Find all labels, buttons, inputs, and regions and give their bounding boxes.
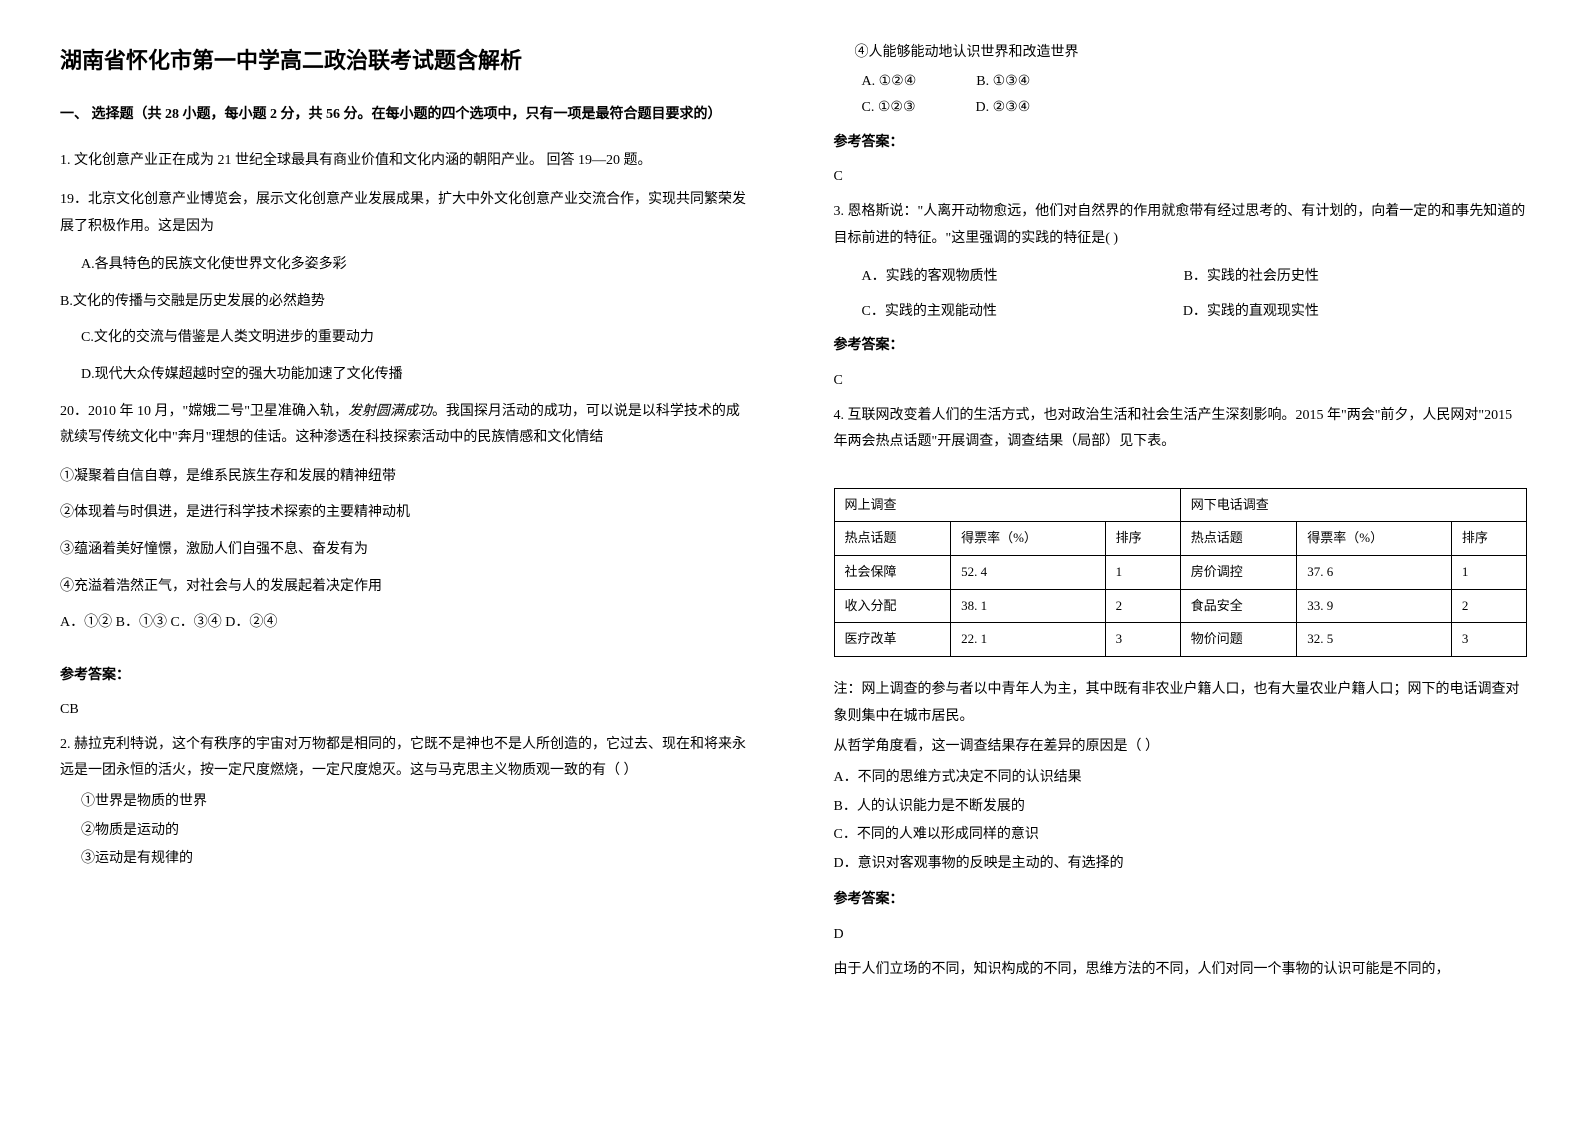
table-col6: 排序 xyxy=(1451,522,1526,556)
q2-item4: ④人能够能动地认识世界和改造世界 xyxy=(834,40,1528,67)
q2-optB: B. ①③④ xyxy=(976,69,1030,96)
q2-options-row2: C. ①②③ D. ②③④ xyxy=(834,95,1528,122)
q3-optB: B．实践的社会历史性 xyxy=(1184,264,1319,291)
q1-sub20-italic: 发射圆满成功 xyxy=(348,404,432,419)
q4-table: 网上调查 网下电话调查 热点话题 得票率（%） 排序 热点话题 得票率（%） 排… xyxy=(834,488,1528,657)
table-header-online: 网上调查 xyxy=(834,488,1180,522)
q3-optD: D．实践的直观现实性 xyxy=(1183,299,1319,326)
q2-item3: ③运动是有规律的 xyxy=(60,846,754,873)
q2-item1: ①世界是物质的世界 xyxy=(60,789,754,816)
section-header: 一、 选择题（共 28 小题，每小题 2 分，共 56 分。在每小题的四个选项中… xyxy=(60,102,754,129)
q3-answer: C xyxy=(834,368,1528,395)
q3-answer-label: 参考答案： xyxy=(834,333,1528,360)
q4-stem: 4. 互联网改变着人们的生活方式，也对政治生活和社会生活产生深刻影响。2015 … xyxy=(834,403,1528,456)
q4-explain: 由于人们立场的不同，知识构成的不同，思维方法的不同，人们对同一个事物的认识可能是… xyxy=(834,957,1528,984)
table-row: 收入分配 38. 1 2 食品安全 33. 9 2 xyxy=(834,589,1527,623)
q1-item2: ②体现着与时俱进，是进行科学技术探索的主要精神动机 xyxy=(60,500,754,527)
q2-optA: A. ①②④ xyxy=(862,69,917,96)
q4-optA: A．不同的思维方式决定不同的认识结果 xyxy=(834,765,1528,792)
q1-answer: CB xyxy=(60,697,754,724)
q1-optA: A.各具特色的民族文化使世界文化多姿多彩 xyxy=(60,252,754,279)
q2-answer-label: 参考答案： xyxy=(834,130,1528,157)
q3-optC: C．实践的主观能动性 xyxy=(862,299,997,326)
table-col1: 热点话题 xyxy=(834,522,951,556)
table-col5: 得票率（%） xyxy=(1297,522,1452,556)
q4-optC: C．不同的人难以形成同样的意识 xyxy=(834,822,1528,849)
q2-stem: 2. 赫拉克利特说，这个有秩序的宇宙对万物都是相同的，它既不是神也不是人所创造的… xyxy=(60,732,754,785)
q1-sub19: 19．北京文化创意产业博览会，展示文化创意产业发展成果，扩大中外文化创意产业交流… xyxy=(60,187,754,240)
q1-optB: B.文化的传播与交融是历史发展的必然趋势 xyxy=(60,289,754,316)
q2-answer: C xyxy=(834,164,1528,191)
q1-item3: ③蕴涵着美好憧憬，激励人们自强不息、奋发有为 xyxy=(60,537,754,564)
q1-item4: ④充溢着浩然正气，对社会与人的发展起着决定作用 xyxy=(60,574,754,601)
left-column: 湖南省怀化市第一中学高二政治联考试题含解析 一、 选择题（共 28 小题，每小题… xyxy=(60,40,754,1082)
q3-optA: A．实践的客观物质性 xyxy=(862,264,998,291)
q1-optC: C.文化的交流与借鉴是人类文明进步的重要动力 xyxy=(60,325,754,352)
q4-answer-label: 参考答案： xyxy=(834,887,1528,914)
right-column: ④人能够能动地认识世界和改造世界 A. ①②④ B. ①③④ C. ①②③ D.… xyxy=(834,40,1528,1082)
q4-prompt: 从哲学角度看，这一调查结果存在差异的原因是（ ） xyxy=(834,734,1528,761)
q2-optD: D. ②③④ xyxy=(976,95,1031,122)
q1-sub20-prefix: 20．2010 年 10 月，"嫦娥二号"卫星准确入轨， xyxy=(60,404,348,419)
table-col4: 热点话题 xyxy=(1180,522,1297,556)
q1-options: A．①② B．①③ C．③④ D．②④ xyxy=(60,610,754,637)
q4-optB: B．人的认识能力是不断发展的 xyxy=(834,794,1528,821)
q1-sub20: 20．2010 年 10 月，"嫦娥二号"卫星准确入轨，发射圆满成功。我国探月活… xyxy=(60,399,754,452)
q3-stem: 3. 恩格斯说："人离开动物愈远，他们对自然界的作用就愈带有经过思考的、有计划的… xyxy=(834,199,1528,252)
table-row: 医疗改革 22. 1 3 物价问题 32. 5 3 xyxy=(834,623,1527,657)
q4-note: 注：网上调查的参与者以中青年人为主，其中既有非农业户籍人口，也有大量农业户籍人口… xyxy=(834,677,1528,730)
page-title: 湖南省怀化市第一中学高二政治联考试题含解析 xyxy=(60,40,754,82)
q2-item2: ②物质是运动的 xyxy=(60,818,754,845)
q2-optC: C. ①②③ xyxy=(862,95,916,122)
q3-options-row1: A．实践的客观物质性 B．实践的社会历史性 xyxy=(834,264,1319,291)
table-col3: 排序 xyxy=(1105,522,1180,556)
q1-answer-label: 参考答案： xyxy=(60,663,754,690)
q1-optD: D.现代大众传媒超越时空的强大功能加速了文化传播 xyxy=(60,362,754,389)
q4-answer: D xyxy=(834,922,1528,949)
table-header-offline: 网下电话调查 xyxy=(1180,488,1526,522)
q1-item1: ①凝聚着自信自尊，是维系民族生存和发展的精神纽带 xyxy=(60,464,754,491)
q1-stem: 1. 文化创意产业正在成为 21 世纪全球最具有商业价值和文化内涵的朝阳产业。 … xyxy=(60,148,754,175)
q3-options-row2: C．实践的主观能动性 D．实践的直观现实性 xyxy=(834,299,1319,326)
table-col2: 得票率（%） xyxy=(951,522,1106,556)
q4-optD: D．意识对客观事物的反映是主动的、有选择的 xyxy=(834,851,1528,878)
table-row: 社会保障 52. 4 1 房价调控 37. 6 1 xyxy=(834,556,1527,590)
q2-options-row1: A. ①②④ B. ①③④ xyxy=(834,69,1528,96)
